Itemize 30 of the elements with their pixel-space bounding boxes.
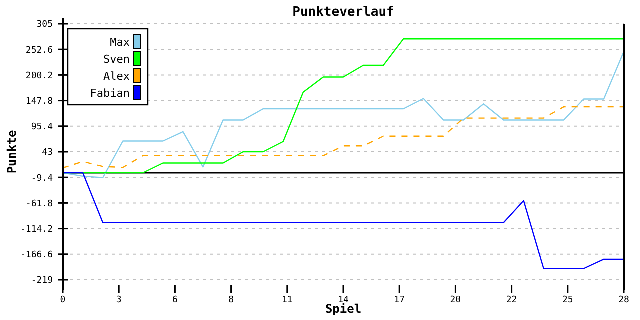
y-tick-label: 95.4 (31, 122, 53, 133)
y-tick-label: -166.6 (20, 250, 53, 261)
chart-title: Punkteverlauf (292, 5, 394, 20)
x-tick-label: 22 (506, 295, 518, 306)
x-axis-title: Spiel (325, 302, 362, 316)
legend-label: Alex (104, 70, 130, 83)
legend-label: Fabian (90, 86, 130, 100)
x-tick-label: 11 (282, 295, 293, 306)
y-tick-label: 200.2 (26, 71, 53, 82)
x-tick-label: 6 (172, 295, 178, 306)
y-tick-label: -219 (31, 276, 53, 286)
line-series (62, 106, 625, 169)
legend-label: Max (110, 36, 130, 49)
legend-label: Sven (104, 52, 130, 66)
y-tick-label: 43 (42, 148, 53, 158)
y-tick-label: -114.2 (20, 224, 53, 235)
y-tick-label: 252.6 (26, 46, 53, 56)
y-tick-label: 147.8 (26, 96, 53, 107)
x-tick-label: 25 (562, 295, 574, 306)
y-tick-label: -61.8 (26, 199, 53, 210)
x-tick-label: 28 (618, 295, 630, 306)
x-tick-label: 8 (228, 295, 234, 306)
x-tick-label: 20 (450, 295, 462, 306)
y-tick-label: 305 (36, 20, 53, 30)
x-tick-label: 0 (60, 295, 66, 306)
y-axis-title: Punkte (5, 130, 19, 174)
line-series (62, 172, 625, 270)
x-tick-label: 17 (394, 295, 406, 306)
y-tick-label: -9.4 (31, 174, 53, 184)
x-tick-label: 3 (116, 295, 122, 306)
